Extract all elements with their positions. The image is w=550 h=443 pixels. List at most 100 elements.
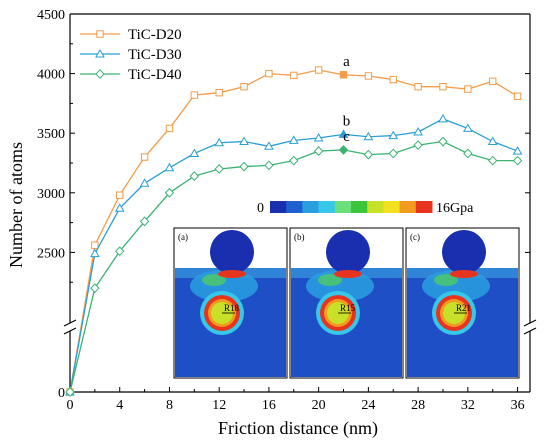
colorbar-segment xyxy=(302,201,320,213)
x-tick-label: 36 xyxy=(511,398,525,413)
data-point xyxy=(90,248,100,258)
data-point xyxy=(240,83,248,91)
data-point xyxy=(439,83,447,91)
data-point xyxy=(463,148,473,159)
insets: R18 (a) R15 (b) R21 (c) xyxy=(173,227,520,379)
inset-panel: R15 (b) xyxy=(289,227,404,379)
data-point xyxy=(189,148,200,157)
x-tick-label: 28 xyxy=(411,398,425,413)
colorbar: 0 16Gpa xyxy=(257,201,474,216)
axes: 0 4 8 12 16 20 24 28 32 36 2500 3000 3500 4000 4500 0 xyxy=(37,8,537,413)
data-point xyxy=(488,155,498,166)
data-point xyxy=(190,91,199,99)
contact-stress xyxy=(334,270,362,278)
y-tick-label: 3500 xyxy=(37,127,65,142)
data-point xyxy=(313,146,324,157)
data-point xyxy=(165,124,174,133)
data-point xyxy=(462,123,473,132)
contact-stress xyxy=(450,270,478,278)
inset-label: (c) xyxy=(410,232,420,242)
data-point xyxy=(413,140,423,151)
colorbar-min-label: 0 xyxy=(257,201,264,216)
colorbar-segment xyxy=(318,201,336,213)
data-point xyxy=(413,127,423,136)
colorbar-segment xyxy=(270,201,287,213)
data-point xyxy=(264,160,274,171)
data-point xyxy=(363,149,374,160)
x-tick-label: 24 xyxy=(361,398,375,413)
series-tic-d40 xyxy=(65,136,523,397)
series-tic-d20 xyxy=(66,66,522,396)
y-axis-label: Number of atoms xyxy=(6,142,26,268)
data-point xyxy=(65,387,75,397)
data-point xyxy=(264,141,274,150)
y-tick-label: 3000 xyxy=(37,187,65,202)
data-point xyxy=(438,113,448,123)
legend: TiC-D20 TiC-D30 TiC-D40 xyxy=(80,27,182,83)
inset-label: (b) xyxy=(294,232,305,242)
inset-panel: R18 (a) xyxy=(173,227,288,379)
legend-label: TiC-D40 xyxy=(128,67,182,83)
data-point xyxy=(96,30,104,38)
data-point xyxy=(116,191,124,199)
data-point xyxy=(90,283,100,294)
data-point xyxy=(414,83,422,91)
legend-label: TiC-D20 xyxy=(128,27,182,43)
data-point xyxy=(389,75,397,84)
legend-label: TiC-D30 xyxy=(128,47,182,63)
colorbar-segment xyxy=(286,201,303,213)
data-point xyxy=(239,161,249,172)
data-point xyxy=(512,155,523,166)
data-point xyxy=(363,131,374,141)
data-point xyxy=(338,144,349,155)
axis-break-mark xyxy=(523,319,537,327)
indenter-ball xyxy=(326,230,370,274)
data-point xyxy=(512,146,523,155)
inset-panel: R21 (c) xyxy=(405,227,520,379)
colorbar-segment xyxy=(383,201,401,213)
data-point xyxy=(215,88,223,97)
data-point xyxy=(189,171,200,182)
radius-label: R18 xyxy=(224,303,240,313)
radius-label: R15 xyxy=(340,303,356,313)
axis-break-mark xyxy=(63,319,77,327)
data-point xyxy=(487,136,498,146)
colorbar-segment xyxy=(367,201,384,213)
data-point xyxy=(164,162,175,172)
data-point xyxy=(115,246,125,257)
colorbar-max-label: 16Gpa xyxy=(436,201,474,216)
data-point xyxy=(265,69,273,78)
data-point xyxy=(91,241,99,249)
stress-zone xyxy=(318,274,342,286)
y-tick-label: 2500 xyxy=(37,246,65,261)
data-point xyxy=(388,130,399,140)
data-point xyxy=(313,132,324,142)
x-tick-label: 20 xyxy=(312,398,326,413)
data-point xyxy=(339,71,348,79)
data-point xyxy=(388,148,398,159)
annotation-label: c xyxy=(343,129,350,145)
data-point xyxy=(214,137,225,147)
colorbar-segment xyxy=(351,201,368,213)
annotations: a bc xyxy=(343,54,351,145)
data-point xyxy=(239,136,249,146)
x-tick-label: 4 xyxy=(116,398,123,413)
data-point xyxy=(214,164,224,174)
data-point xyxy=(114,203,125,212)
y-tick-label: 0 xyxy=(58,386,65,401)
colorbar-segment xyxy=(399,201,417,213)
data-point xyxy=(314,66,323,74)
data-point xyxy=(289,155,299,166)
data-point xyxy=(288,135,299,144)
data-point xyxy=(164,187,175,198)
x-tick-label: 8 xyxy=(166,398,173,413)
data-point xyxy=(489,77,497,86)
y-tick-label: 4500 xyxy=(37,8,65,23)
colorbar-segment xyxy=(334,201,352,213)
x-tick-label: 16 xyxy=(262,398,276,413)
series-tic-d30 xyxy=(65,113,523,396)
inset-label: (a) xyxy=(178,232,188,242)
data-point xyxy=(95,48,105,58)
data-point xyxy=(464,85,472,93)
